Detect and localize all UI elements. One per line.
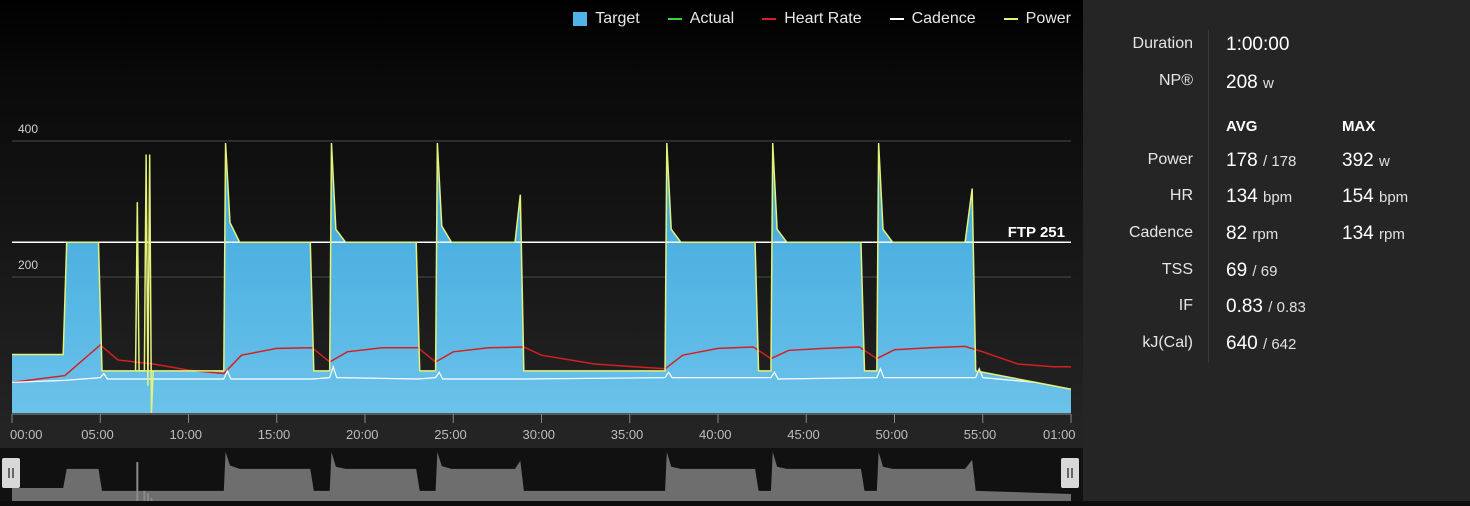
stat-label: kJ(Cal) (1142, 334, 1193, 351)
x-tick-label: 30:00 (522, 427, 556, 442)
legend-heart-rate[interactable]: Heart Rate (762, 10, 862, 28)
heart-rate-line (11, 344, 1071, 384)
stat-label: HR (1169, 187, 1193, 204)
workout-chart-panel: Target Actual Heart Rate Cadence Power 4… (0, 0, 1083, 501)
legend-power[interactable]: Power (1003, 10, 1071, 28)
range-handle-left[interactable] (2, 458, 20, 488)
legend-label: Power (1025, 10, 1071, 27)
max-column-header: MAX (1342, 118, 1376, 135)
legend-label: Cadence (911, 10, 976, 27)
ftp-label: FTP 251 (1007, 224, 1065, 241)
stat-avg: 640 / 642 (1226, 333, 1297, 354)
np-label: NP® (1158, 72, 1193, 89)
stat-label: Cadence (1128, 224, 1193, 241)
x-tick-label: 20:00 (346, 427, 379, 442)
pause-grip-icon (12, 468, 14, 478)
stat-label: TSS (1161, 261, 1193, 278)
stat-label: IF (1178, 297, 1193, 314)
chart-legend: Target Actual Heart Rate Cadence Power (573, 10, 1071, 28)
np-value: 208 (1226, 72, 1258, 93)
x-tick-label: 40:00 (699, 427, 732, 442)
pause-grip-icon (1067, 468, 1069, 478)
stat-max: 392 w (1342, 150, 1390, 171)
heart-rate-swatch-icon (762, 18, 777, 20)
power-swatch-icon (1003, 18, 1018, 20)
overview-profile (12, 452, 1071, 501)
x-tick-label: 25:00 (434, 427, 467, 442)
x-tick-label: 01:00 (1043, 427, 1076, 442)
stat-max: 134 rpm (1342, 223, 1405, 244)
pause-grip-icon (1071, 468, 1073, 478)
stats-divider (1208, 30, 1209, 363)
overview-area (12, 452, 1071, 501)
x-tick-label: 45:00 (787, 427, 820, 442)
legend-label: Target (595, 10, 640, 27)
stat-avg: 178 / 178 (1226, 150, 1297, 171)
cadence-line (11, 364, 1072, 390)
x-tick-label: 35:00 (610, 427, 644, 442)
power-line (12, 142, 1072, 390)
x-tick-label: 50:00 (875, 427, 909, 442)
np-value-wrap: 208 w (1226, 72, 1274, 94)
stats-panel: Duration 1:00:00 NP® 208 w AVG MAX Power… (1083, 0, 1470, 501)
actual-swatch-icon (667, 18, 682, 20)
legend-label: Actual (689, 10, 735, 27)
x-tick-label: 10:00 (169, 427, 203, 442)
stat-avg: 134 bpm (1226, 186, 1293, 207)
y-tick-200: 200 (18, 258, 39, 272)
avg-column-header: AVG (1226, 118, 1258, 135)
target-swatch-icon (573, 12, 588, 26)
pause-grip-icon (8, 468, 10, 478)
legend-target[interactable]: Target (573, 10, 640, 28)
duration-label: Duration (1132, 35, 1193, 52)
duration-value: 1:00:00 (1226, 34, 1290, 55)
x-tick-label: 00:00 (10, 427, 43, 442)
x-tick-label: 15:00 (257, 427, 291, 442)
stat-avg: 69 / 69 (1226, 260, 1278, 281)
overview-scrubber[interactable] (0, 448, 1083, 501)
legend-label: Heart Rate (784, 10, 862, 27)
power-spikes-line (134, 154, 154, 414)
cadence-swatch-icon (889, 18, 904, 20)
chart-plot[interactable] (0, 0, 1083, 501)
stat-avg: 0.83 / 0.83 (1226, 296, 1306, 317)
np-unit: w (1262, 75, 1274, 92)
stat-max: 154 bpm (1342, 186, 1409, 207)
y-tick-400: 400 (18, 122, 39, 136)
stat-label: Power (1147, 151, 1193, 168)
legend-cadence[interactable]: Cadence (889, 10, 976, 28)
stat-avg: 82 rpm (1226, 223, 1279, 244)
x-tick-label: 05:00 (81, 427, 114, 442)
target-area (12, 143, 1071, 413)
range-handle-right[interactable] (1061, 458, 1079, 488)
x-tick-label: 55:00 (963, 427, 997, 442)
legend-actual[interactable]: Actual (667, 10, 735, 28)
